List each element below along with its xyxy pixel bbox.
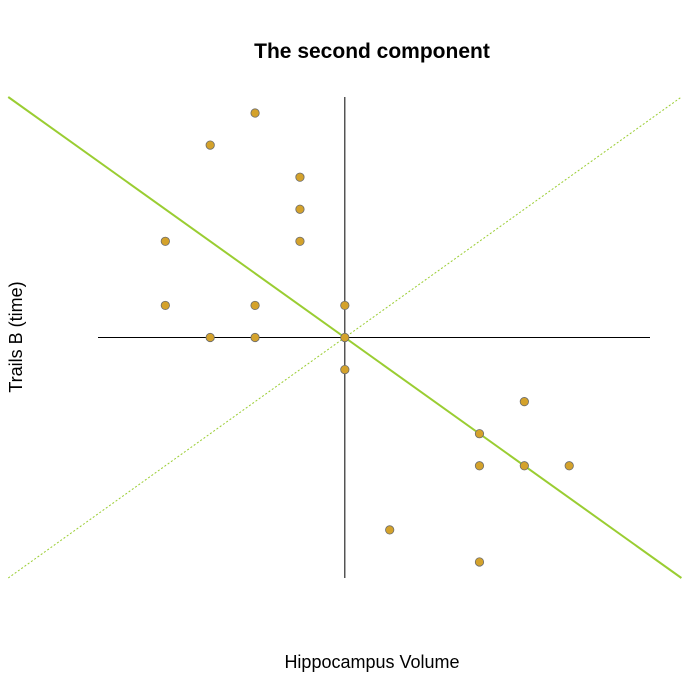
- data-point: [340, 332, 350, 343]
- data-point: [340, 364, 350, 375]
- data-point: [160, 300, 170, 311]
- data-point: [250, 108, 260, 118]
- data-point: [160, 236, 170, 246]
- data-point: [474, 557, 485, 567]
- axes: [98, 97, 650, 578]
- data-point: [340, 300, 350, 311]
- data-point: [205, 332, 215, 343]
- data-point: [295, 236, 305, 246]
- data-points: [160, 108, 574, 567]
- data-point: [474, 429, 485, 439]
- x-axis-label: Hippocampus Volume: [284, 652, 459, 672]
- data-point: [205, 140, 215, 150]
- data-point: [474, 461, 485, 471]
- data-point: [250, 332, 260, 343]
- data-point: [250, 300, 260, 311]
- data-point: [295, 204, 305, 214]
- data-point: [564, 461, 574, 471]
- data-point: [519, 397, 529, 407]
- chart-title: The second component: [254, 40, 490, 63]
- data-point: [295, 172, 305, 182]
- y-axis-label: Trails B (time): [6, 281, 26, 392]
- data-point: [519, 461, 529, 471]
- data-point: [385, 525, 395, 535]
